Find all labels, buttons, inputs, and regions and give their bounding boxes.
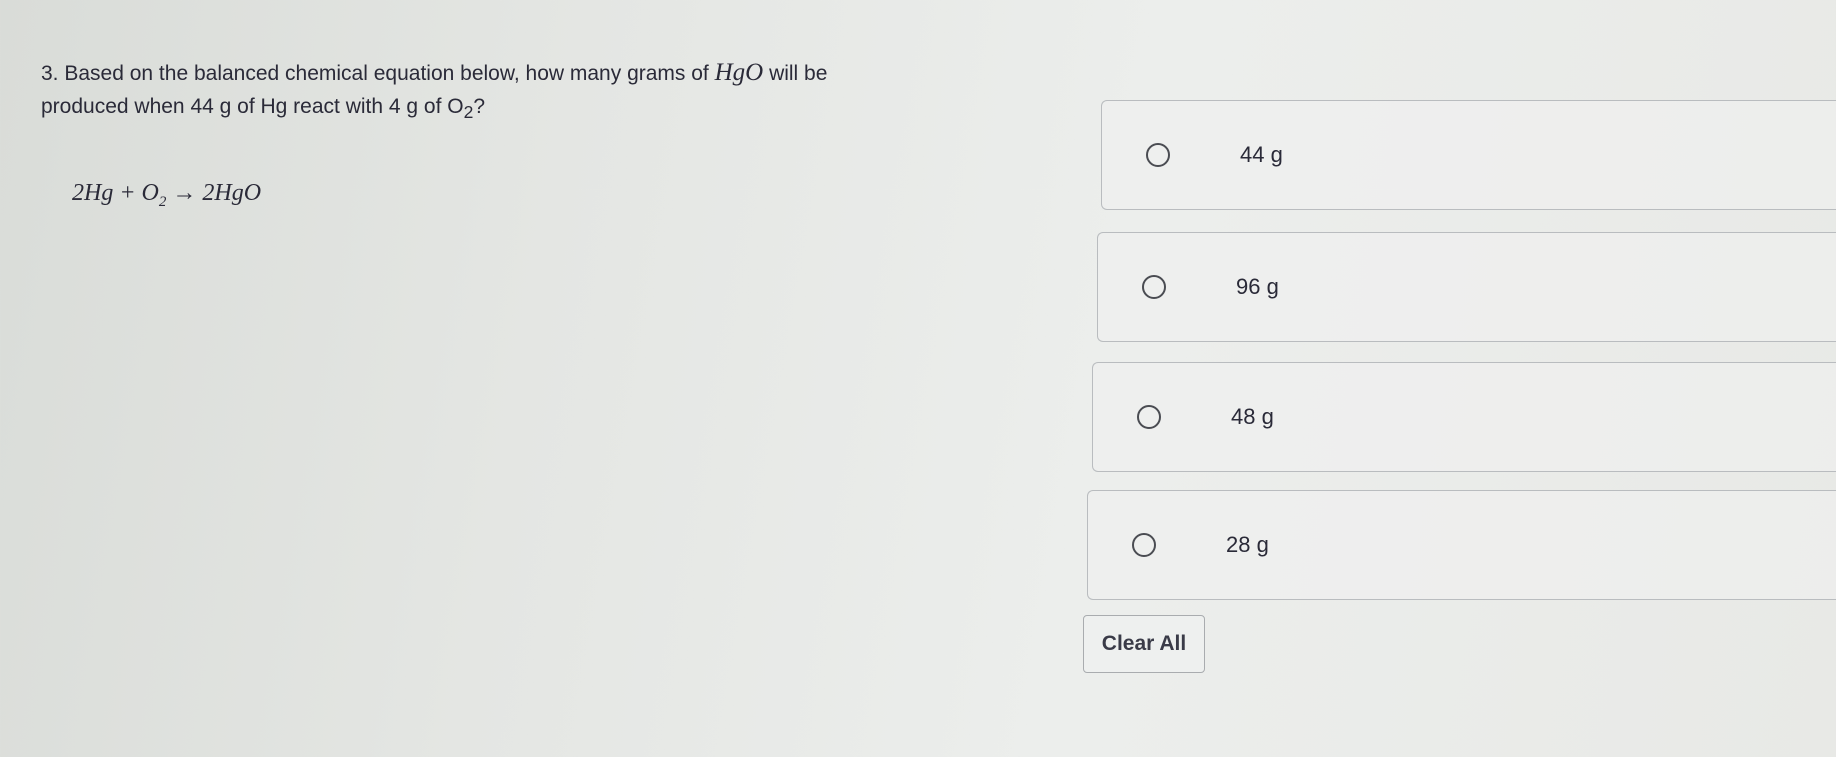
question-number: 3. (41, 62, 59, 85)
option-label: 96 g (1236, 274, 1279, 299)
formula-hgo: HgO (714, 59, 764, 86)
option-label: 28 g (1226, 532, 1269, 557)
radio-button[interactable] (1142, 275, 1166, 299)
chemical-equation: 2Hg + O2 → 2HgO (72, 180, 262, 210)
clear-all-button[interactable]: Clear All (1083, 615, 1205, 673)
answer-option-2[interactable]: 96 g (1097, 232, 1836, 342)
option-label: 44 g (1240, 142, 1283, 167)
radio-button[interactable] (1146, 143, 1170, 167)
answer-option-1[interactable]: 44 g (1101, 100, 1836, 210)
radio-button[interactable] (1132, 533, 1156, 557)
answer-option-3[interactable]: 48 g (1092, 362, 1836, 472)
answer-option-4[interactable]: 28 g (1087, 490, 1836, 600)
radio-button[interactable] (1137, 405, 1161, 429)
question-text: 3. Based on the balanced chemical equati… (41, 59, 828, 123)
option-label: 48 g (1231, 404, 1274, 429)
